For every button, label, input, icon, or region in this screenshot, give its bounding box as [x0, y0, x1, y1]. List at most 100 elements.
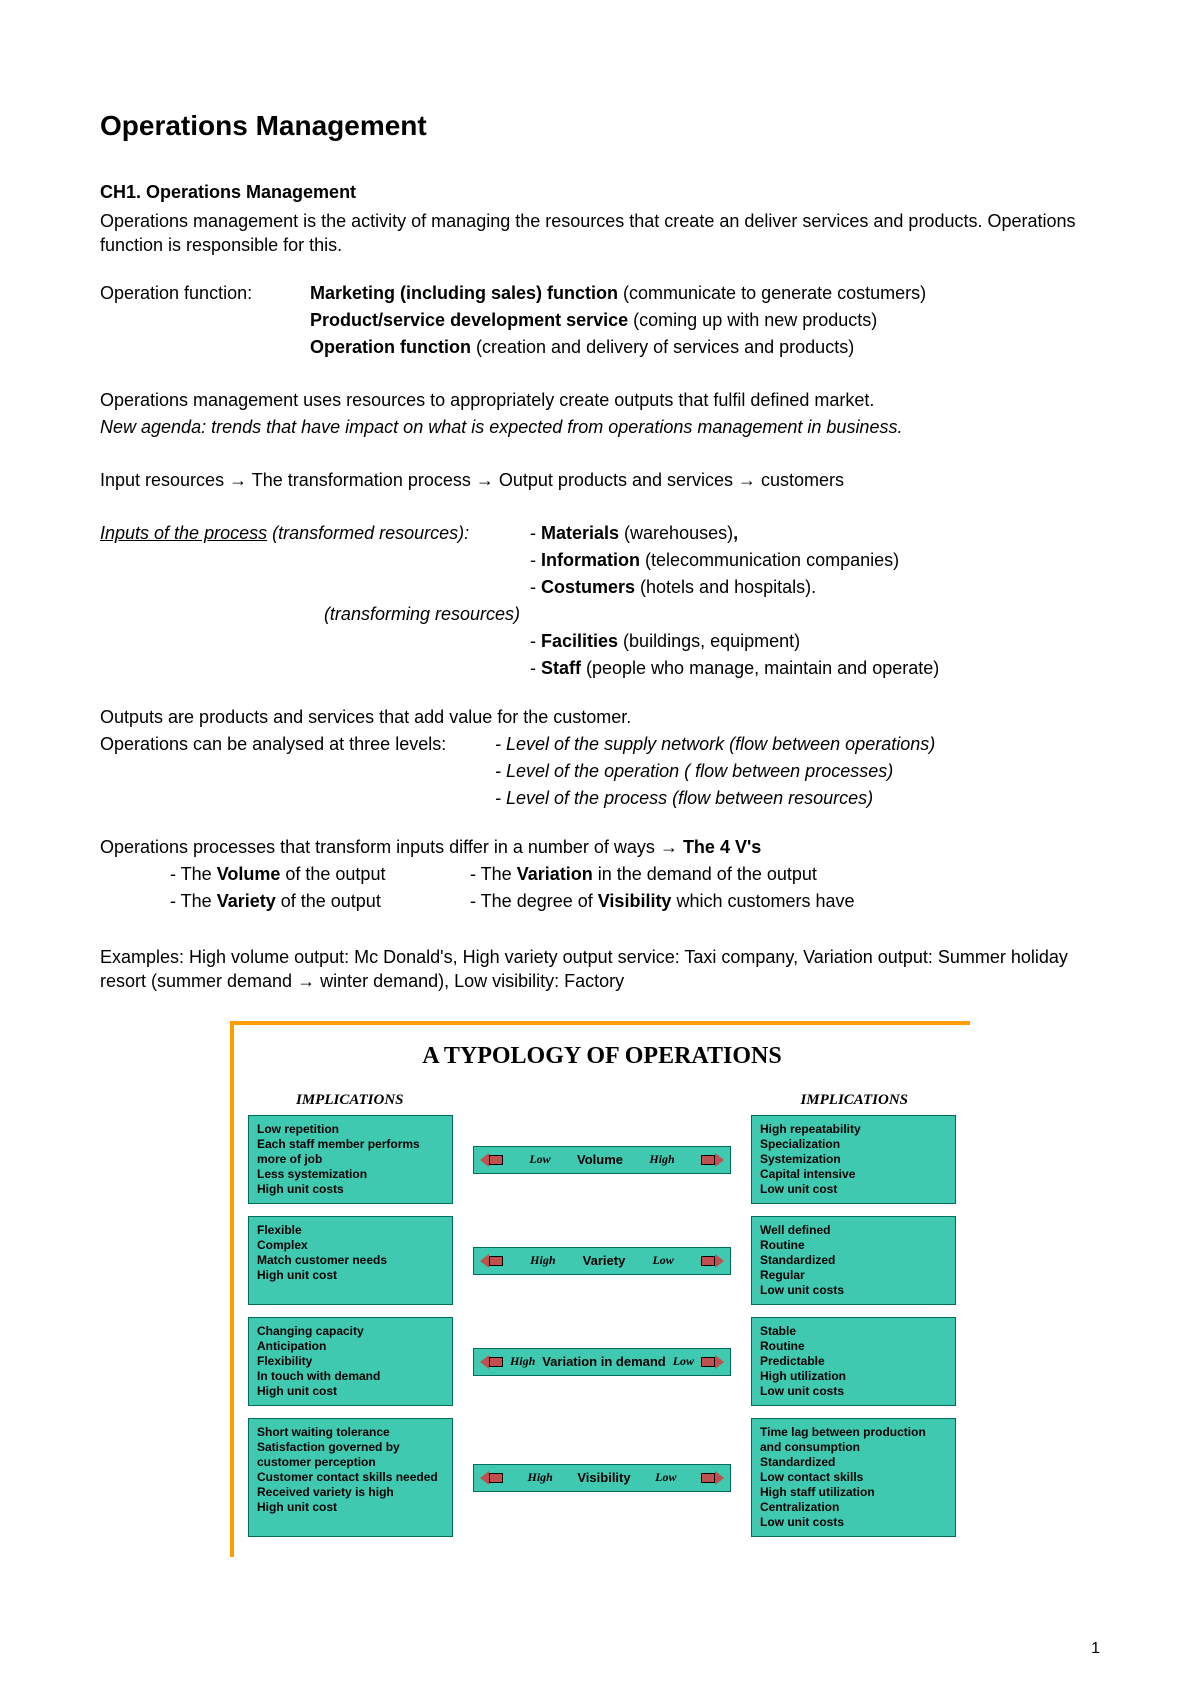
operation-function-block: Operation function: Marketing (including… — [100, 280, 1100, 361]
right-implications-box: Well definedRoutineStandardizedRegularLo… — [751, 1216, 956, 1305]
v-volume-bold: Volume — [217, 864, 281, 884]
implications-left: IMPLICATIONS — [296, 1092, 404, 1109]
document-page: Operations Management CH1. Operations Ma… — [0, 0, 1200, 1597]
right-implications-box: High repeatabilitySpecializationSystemiz… — [751, 1115, 956, 1204]
level-1: - Level of the supply network (flow betw… — [495, 731, 935, 758]
flow-c: Output products and services — [499, 470, 738, 490]
page-title: Operations Management — [100, 110, 1100, 142]
typology-row: Low repetitionEach staff member performs… — [248, 1115, 956, 1204]
four-v-intro-b: The 4 V's — [678, 837, 761, 857]
dimension-name: Variety — [583, 1253, 626, 1268]
v-variation-rest: in the demand of the output — [593, 864, 817, 884]
right-implications-box: Time lag between production and consumpt… — [751, 1418, 956, 1537]
marketing-rest: (communicate to generate costumers) — [618, 283, 926, 303]
costumers-rest: (hotels and hospitals). — [635, 577, 816, 597]
implications-right: IMPLICATIONS — [800, 1092, 908, 1109]
left-implications-box: Changing capacityAnticipationFlexibility… — [248, 1317, 453, 1406]
marketing-bold: Marketing (including sales) function — [310, 283, 618, 303]
dimension-name: Volume — [577, 1152, 623, 1167]
dimension-name: Variation in demand — [542, 1354, 666, 1369]
arrow-right-icon — [701, 1254, 724, 1268]
dimension-bar: High Visibility Low — [453, 1418, 751, 1537]
materials-bold: Materials — [541, 523, 619, 543]
four-v-block: Operations processes that transform inpu… — [100, 834, 1100, 915]
staff-rest: (people who manage, maintain and operate… — [581, 658, 939, 678]
chapter-heading: CH1. Operations Management — [100, 182, 1100, 203]
right-level-label: Low — [655, 1470, 676, 1485]
product-dev-rest: (coming up with new products) — [628, 310, 877, 330]
outputs-line: Outputs are products and services that a… — [100, 704, 1100, 731]
operation-fn-rest: (creation and delivery of services and p… — [471, 337, 854, 357]
left-level-label: High — [510, 1354, 535, 1369]
outputs-block: Outputs are products and services that a… — [100, 704, 1100, 812]
left-level-label: Low — [529, 1152, 550, 1167]
arrow-icon: → — [229, 470, 247, 490]
v-variation-bold: Variation — [517, 864, 593, 884]
operation-function-label: Operation function: — [100, 280, 300, 361]
four-v-intro-a: Operations processes that transform inpu… — [100, 837, 660, 857]
flow-a: Input resources — [100, 470, 229, 490]
typology-row: Short waiting toleranceSatisfaction gove… — [248, 1418, 956, 1537]
uses-resources-line: Operations management uses resources to … — [100, 390, 874, 410]
typology-row: Changing capacityAnticipationFlexibility… — [248, 1317, 956, 1406]
arrow-icon: → — [297, 971, 315, 991]
inputs-block: Inputs of the process (transformed resou… — [100, 520, 1100, 682]
flow-b: The transformation process — [252, 470, 476, 490]
v-volume-rest: of the output — [280, 864, 385, 884]
v-variation-pre: - The — [470, 864, 517, 884]
arrow-left-icon — [480, 1153, 503, 1167]
dimension-bar: Low Volume High — [453, 1115, 751, 1204]
arrow-right-icon — [701, 1355, 724, 1369]
left-implications-box: Low repetitionEach staff member performs… — [248, 1115, 453, 1204]
flow-d: customers — [761, 470, 844, 490]
typology-row: FlexibleComplexMatch customer needsHigh … — [248, 1216, 956, 1305]
right-level-label: High — [649, 1152, 674, 1167]
intro-paragraph: Operations management is the activity of… — [100, 209, 1100, 258]
facilities-rest: (buildings, equipment) — [618, 631, 800, 651]
information-rest: (telecommunication companies) — [640, 550, 899, 570]
flow-line: Input resources → The transformation pro… — [100, 467, 1100, 494]
dimension-name: Visibility — [577, 1470, 630, 1485]
operation-fn-bold: Operation function — [310, 337, 471, 357]
left-level-label: High — [528, 1470, 553, 1485]
dimension-bar: High Variety Low — [453, 1216, 751, 1305]
resources-paragraph: Operations management uses resources to … — [100, 387, 1100, 441]
arrow-icon: → — [476, 470, 494, 490]
level-3: - Level of the process (flow between res… — [495, 785, 935, 812]
examples-paragraph: Examples: High volume output: Mc Donald'… — [100, 945, 1100, 994]
v-volume-pre: - The — [170, 864, 217, 884]
arrow-icon: → — [660, 837, 678, 857]
arrow-left-icon — [480, 1355, 503, 1369]
level-2: - Level of the operation ( flow between … — [495, 758, 935, 785]
typology-figure: A TYPOLOGY OF OPERATIONS IMPLICATIONS IM… — [230, 1021, 970, 1557]
right-level-label: Low — [652, 1253, 673, 1268]
facilities-bold: Facilities — [541, 631, 618, 651]
v-variety-rest: of the output — [276, 891, 381, 911]
new-agenda-line: New agenda: trends that have impact on w… — [100, 417, 902, 437]
v-visibility-bold: Visibility — [598, 891, 672, 911]
left-level-label: High — [530, 1253, 555, 1268]
v-variety-bold: Variety — [217, 891, 276, 911]
product-dev-bold: Product/service development service — [310, 310, 628, 330]
information-bold: Information — [541, 550, 640, 570]
left-implications-box: Short waiting toleranceSatisfaction gove… — [248, 1418, 453, 1537]
operation-function-body: Marketing (including sales) function (co… — [310, 280, 1100, 361]
transforming-label: (transforming resources) — [100, 601, 530, 628]
v-variety-pre: - The — [170, 891, 217, 911]
arrow-right-icon — [701, 1153, 724, 1167]
materials-rest: (warehouses) — [619, 523, 733, 543]
arrow-left-icon — [480, 1254, 503, 1268]
figure-title: A TYPOLOGY OF OPERATIONS — [248, 1043, 956, 1070]
inputs-heading: Inputs of the process — [100, 523, 267, 543]
right-implications-box: StableRoutinePredictableHigh utilization… — [751, 1317, 956, 1406]
page-number: 1 — [1091, 1640, 1100, 1658]
examples-b: winter demand), Low visibility: Factory — [315, 971, 624, 991]
arrow-icon: → — [738, 470, 756, 490]
arrow-right-icon — [701, 1471, 724, 1485]
arrow-left-icon — [480, 1471, 503, 1485]
right-level-label: Low — [673, 1354, 694, 1369]
v-visibility-rest: which customers have — [671, 891, 854, 911]
left-implications-box: FlexibleComplexMatch customer needsHigh … — [248, 1216, 453, 1305]
costumers-bold: Costumers — [541, 577, 635, 597]
dimension-bar: High Variation in demand Low — [453, 1317, 751, 1406]
